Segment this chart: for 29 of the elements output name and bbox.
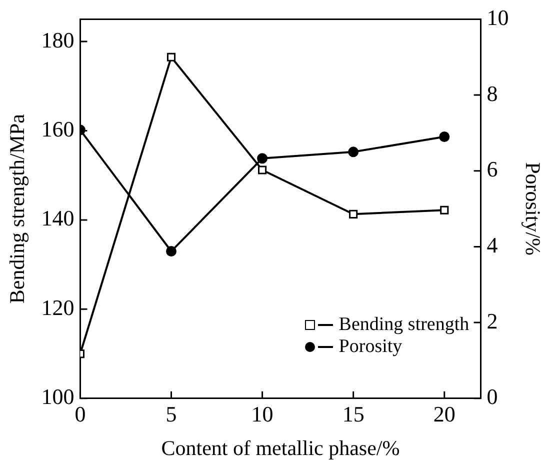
legend-label: Porosity: [338, 336, 402, 358]
x-axis-title: Content of metallic phase/%: [161, 436, 400, 460]
y-tick-label: 120: [41, 294, 74, 320]
point: [166, 52, 176, 62]
y-tick-label: 160: [41, 116, 74, 142]
x-tick-label: 10: [251, 401, 274, 426]
point: [257, 153, 268, 164]
y2-tick-label: 10: [486, 4, 509, 30]
point: [166, 246, 176, 257]
point: [348, 146, 359, 158]
point: [349, 210, 358, 218]
x-tick-label: 0: [74, 401, 86, 426]
y2-tick-label: 4: [486, 232, 498, 258]
y-tick-label: 140: [41, 206, 74, 231]
y-tick-label: 180: [41, 27, 74, 52]
y2-tick-label: 6: [486, 156, 498, 182]
x-tick-label: 15: [342, 401, 364, 426]
point: [440, 206, 449, 214]
point: [258, 166, 267, 174]
x-tick-label: 20: [433, 401, 456, 426]
y2-tick-label: 8: [486, 80, 498, 106]
x-tick-label: 5: [166, 401, 177, 426]
y-tick-label: 100: [41, 384, 74, 410]
y2-tick-label: 0: [486, 384, 498, 410]
point: [439, 132, 450, 142]
y-axis-title: Bending strength/MPa: [5, 113, 30, 304]
y2-axis-title: Porosity/%: [520, 162, 545, 256]
y2-tick-label: 2: [486, 308, 498, 334]
legend-label: Bending strength: [338, 314, 470, 336]
